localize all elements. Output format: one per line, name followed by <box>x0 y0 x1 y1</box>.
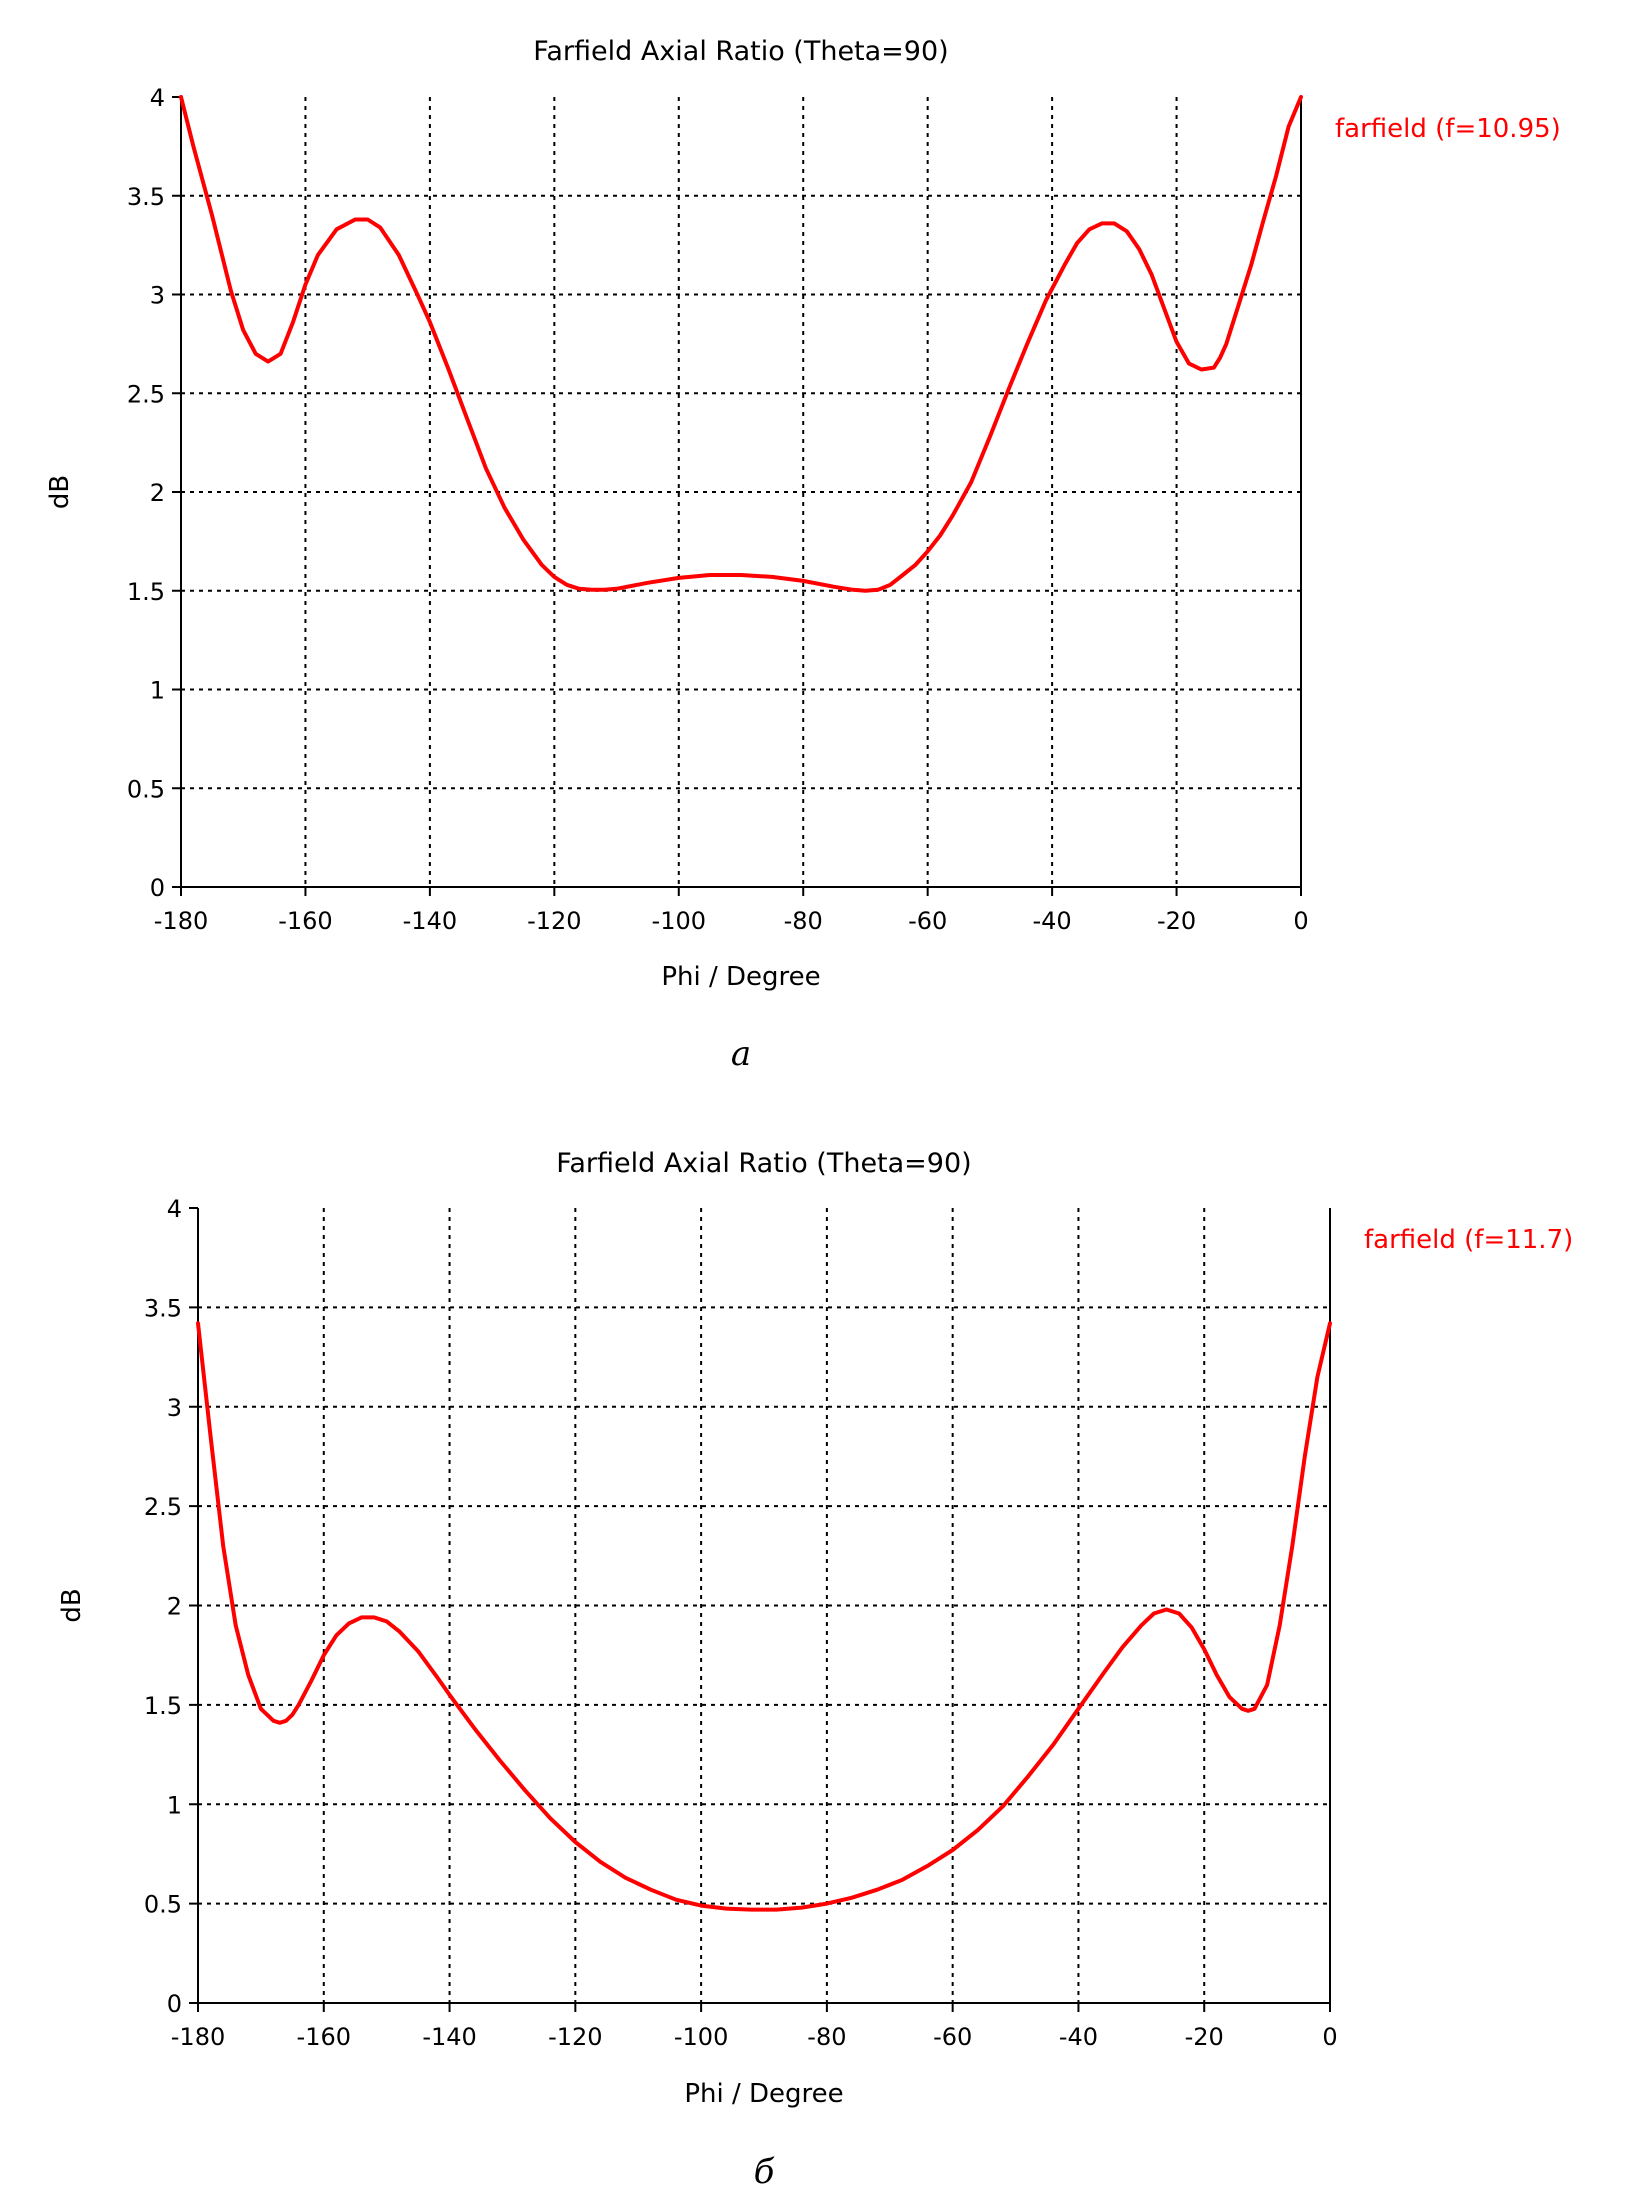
x-tick-label: -80 <box>784 907 823 935</box>
y-tick-label: 3.5 <box>127 183 165 211</box>
y-tick-label: 2 <box>150 479 165 507</box>
chart-title: Farfield Axial Ratio (Theta=90) <box>533 36 948 67</box>
y-tick-label: 3 <box>167 1394 182 1422</box>
y-tick-label: 3.5 <box>144 1294 182 1322</box>
x-tick-label: -20 <box>1157 907 1196 935</box>
x-axis-label: Phi / Degree <box>661 962 820 992</box>
chart-title: Farfield Axial Ratio (Theta=90) <box>556 1148 971 1179</box>
y-tick-label: 0.5 <box>144 1891 182 1919</box>
y-tick-label: 1 <box>150 677 165 705</box>
y-tick-label: 0 <box>167 1990 182 2018</box>
y-tick-label: 0.5 <box>127 775 165 803</box>
x-tick-label: -120 <box>548 2023 602 2051</box>
y-axis-label: dB <box>45 475 75 509</box>
y-axis-label: dB <box>57 1588 87 1622</box>
y-tick-label: 3 <box>150 282 165 310</box>
chart-a: Farfield Axial Ratio (Theta=90) -180 -160 -… <box>45 36 1561 1074</box>
x-axis-label: Phi / Degree <box>684 2079 843 2109</box>
chart-b: Farfield Axial Ratio (Theta=90) -180 -160 -… <box>57 1148 1573 2192</box>
y-tick-label: 4 <box>167 1195 182 1223</box>
x-tick-label: -40 <box>1059 2023 1098 2051</box>
x-tick-label: -20 <box>1185 2023 1224 2051</box>
legend-entry: farfield (f=10.95) <box>1335 114 1561 144</box>
x-tick-label: -60 <box>908 907 947 935</box>
x-tick-label: -100 <box>652 907 706 935</box>
y-tick-label: 2.5 <box>127 380 165 408</box>
x-tick-label: -80 <box>807 2023 846 2051</box>
y-tick-label: 2 <box>167 1593 182 1621</box>
x-tick-label: -40 <box>1033 907 1072 935</box>
x-tick-label: -140 <box>403 907 457 935</box>
x-tick-label: -180 <box>171 2023 225 2051</box>
legend-entry: farfield (f=11.7) <box>1364 1225 1573 1255</box>
y-tick-label: 4 <box>150 84 165 112</box>
x-tick-label: -160 <box>278 907 332 935</box>
y-tick-label: 0 <box>150 874 165 902</box>
figure-caption: a <box>731 1034 751 1074</box>
x-tick-label: -100 <box>674 2023 728 2051</box>
x-tick-label: -140 <box>422 2023 476 2051</box>
x-tick-label: -120 <box>527 907 581 935</box>
y-tick-label: 1 <box>167 1791 182 1819</box>
y-tick-label: 2.5 <box>144 1493 182 1521</box>
figure-caption: б <box>754 2152 775 2192</box>
x-tick-label: 0 <box>1322 2023 1337 2051</box>
y-tick-label: 1.5 <box>127 578 165 606</box>
series-line <box>196 1321 1332 1912</box>
x-tick-label: 0 <box>1293 907 1308 935</box>
y-tick-label: 1.5 <box>144 1692 182 1720</box>
x-tick-label: -60 <box>933 2023 972 2051</box>
x-tick-label: -160 <box>297 2023 351 2051</box>
x-tick-label: -180 <box>154 907 208 935</box>
series-line <box>179 95 1303 593</box>
